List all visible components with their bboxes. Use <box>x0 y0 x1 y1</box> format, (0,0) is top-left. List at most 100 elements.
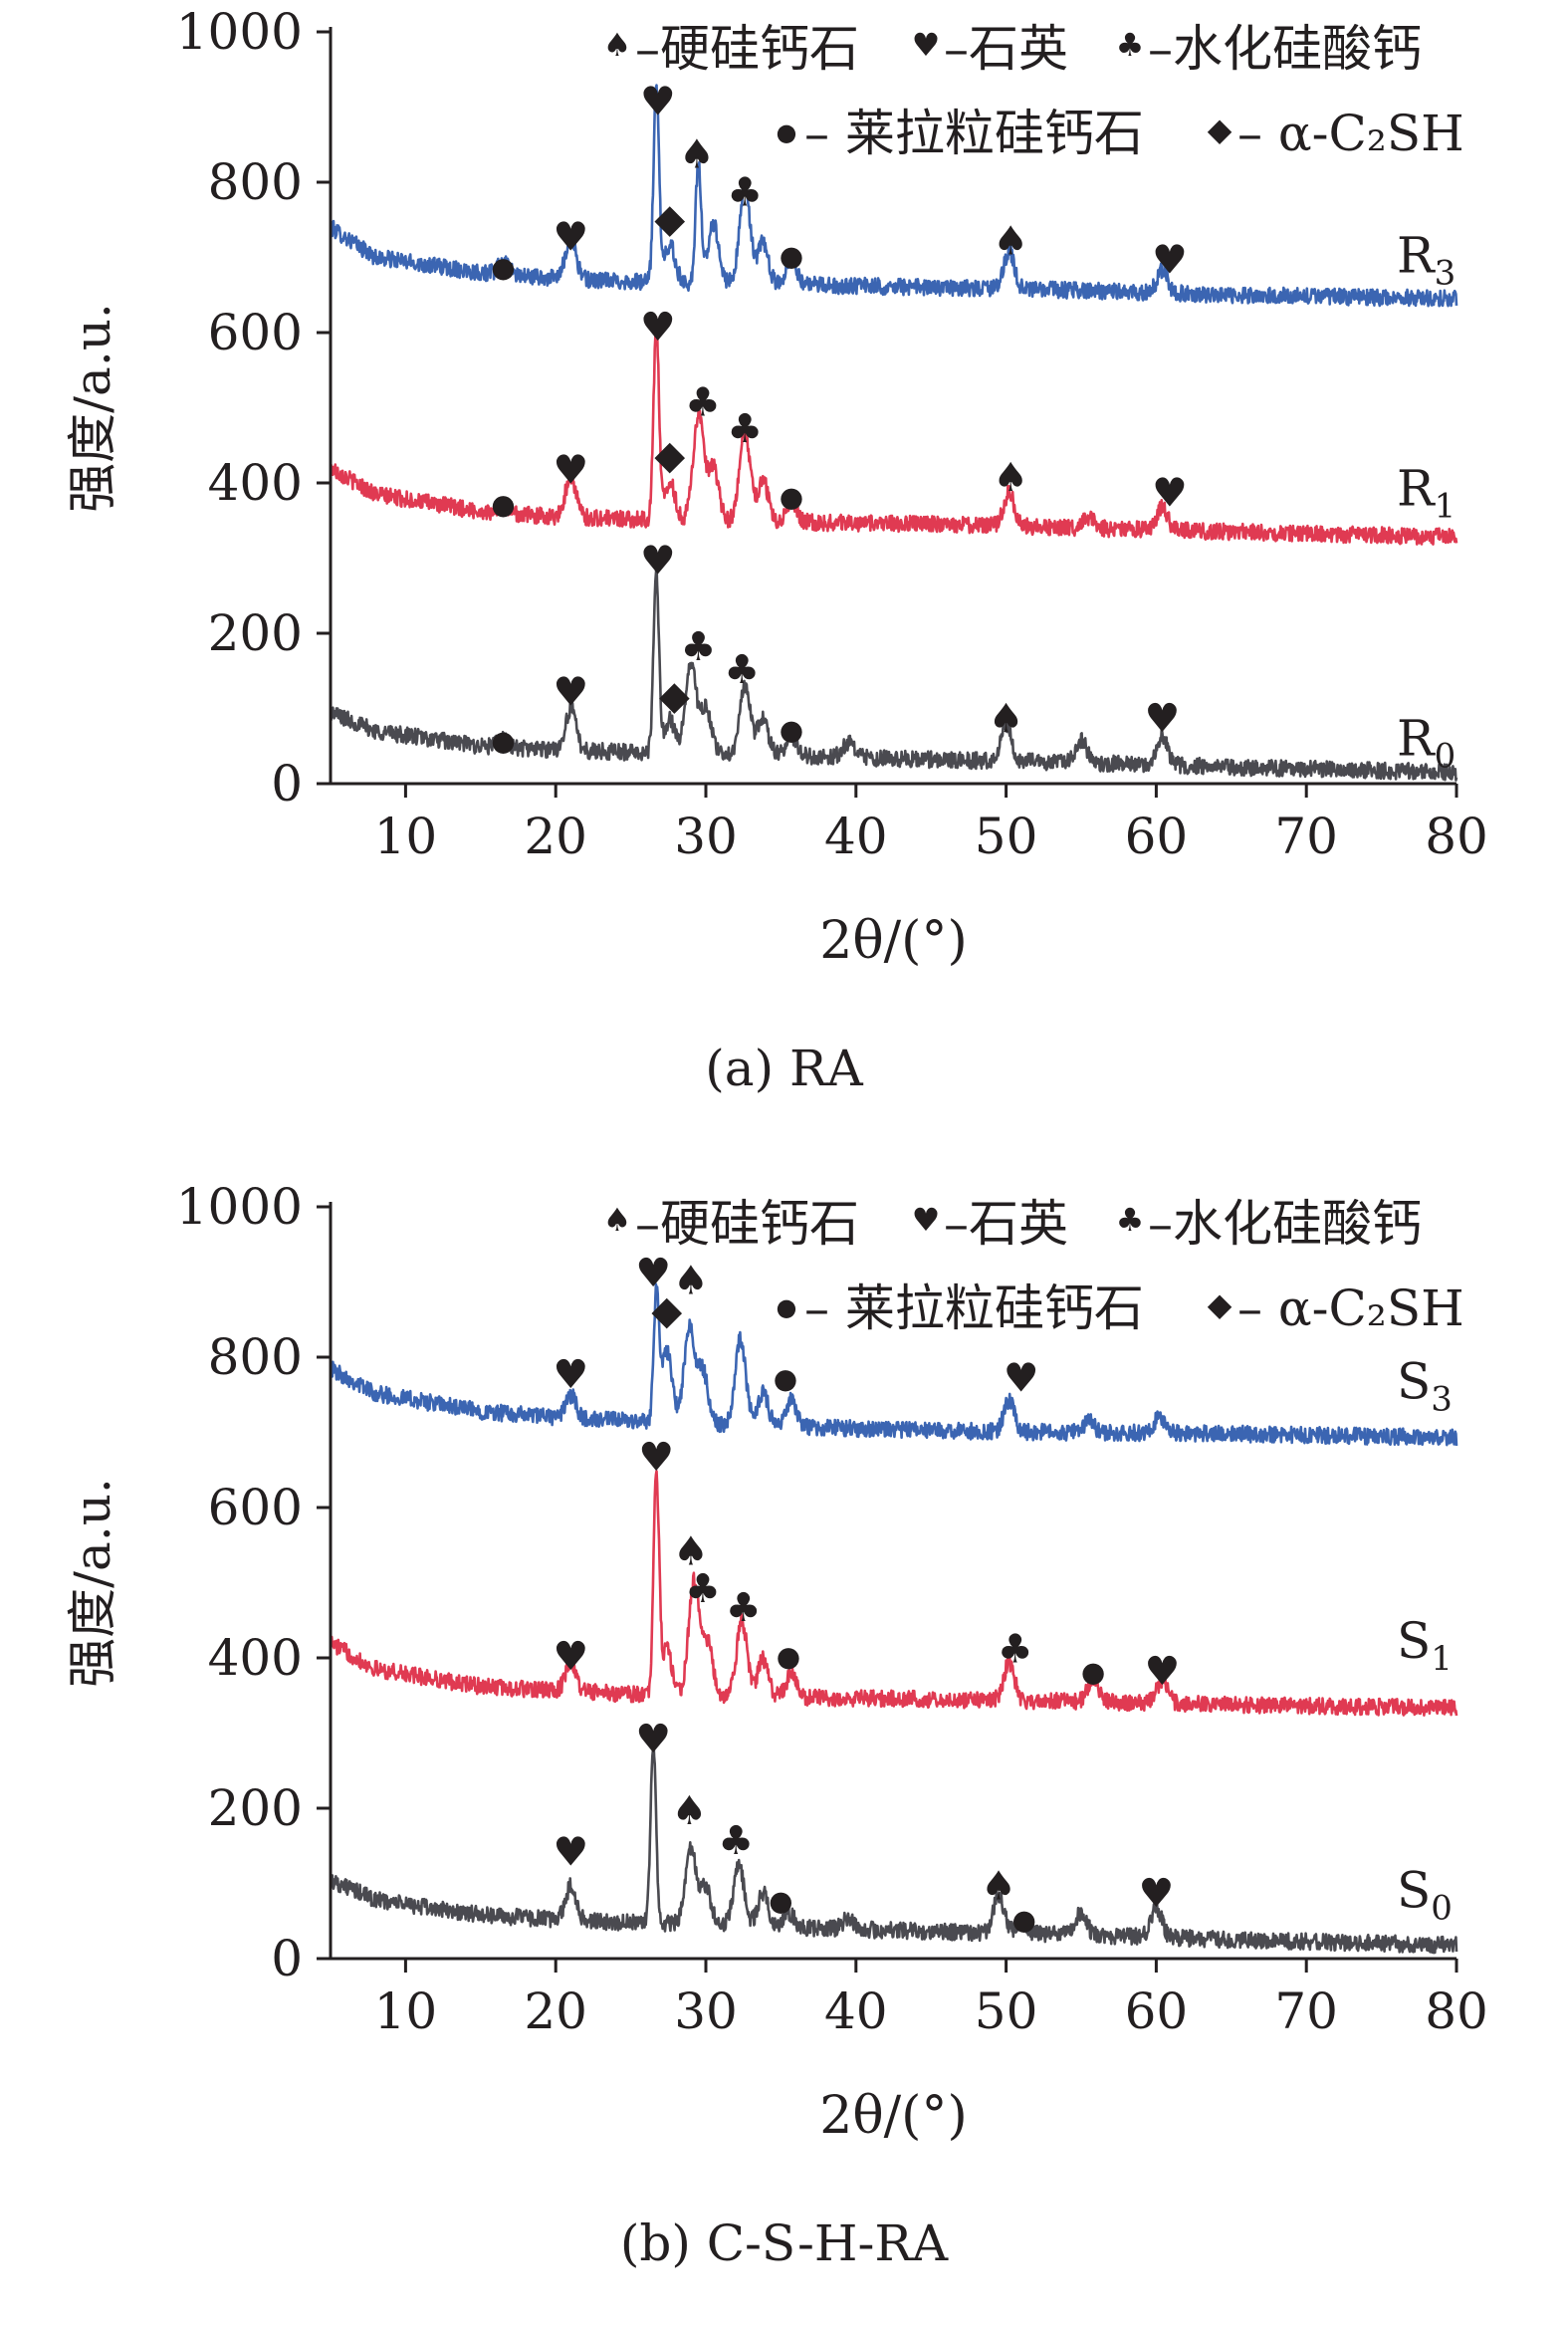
peak-marker-heart: ♥ <box>1152 470 1188 516</box>
legend-marker-club: ♣ <box>1116 26 1145 64</box>
peak-marker-heart: ♥ <box>553 1634 588 1680</box>
peak-marker-heart: ♥ <box>553 215 588 261</box>
peak-marker-club: ♣ <box>998 1626 1033 1672</box>
peak-marker-heart: ♥ <box>1145 696 1181 742</box>
peak-marker-heart: ♥ <box>553 448 588 494</box>
x-tick-label: 60 <box>1125 808 1189 865</box>
peak-marker-spade: ♠ <box>673 1259 709 1304</box>
x-tick-label: 70 <box>1274 808 1338 865</box>
legend-label: –硬硅钙石 <box>635 20 859 78</box>
legend-marker-diamond: ◆ <box>1208 1285 1232 1323</box>
series-label: R1 <box>1397 460 1456 527</box>
series-label: S3 <box>1397 1353 1453 1420</box>
legend-label: –水化硅酸钙 <box>1148 20 1422 78</box>
legend-label: –水化硅酸钙 <box>1148 1195 1422 1253</box>
peak-marker-heart: ♥ <box>553 1352 588 1398</box>
series-label-subscript: 1 <box>1435 487 1456 527</box>
peak-marker-heart: ♥ <box>1138 1871 1174 1917</box>
legend-marker-spade: ♠ <box>603 26 632 64</box>
legend-marker-diamond: ◆ <box>1208 111 1232 148</box>
peak-marker-diamond: ◆ <box>659 673 690 719</box>
series-label: R0 <box>1397 709 1456 776</box>
legend-label: –石英 <box>944 1195 1068 1253</box>
series-label: R3 <box>1397 227 1456 294</box>
series-label: S1 <box>1397 1612 1453 1679</box>
x-tick-label: 80 <box>1425 808 1488 865</box>
series-label-subscript: 3 <box>1435 254 1456 294</box>
y-tick-label: 1000 <box>176 1178 303 1236</box>
peak-marker-dot: ● <box>491 488 515 521</box>
xrd-panel-b: 0 200 400 600 800 1000 10 20 30 40 50 60 70 80 2θ/(°) 强… <box>0 1175 1568 2328</box>
xrd-panel-a: 0 200 400 600 800 1000 10 20 30 40 50 60 70 80 2θ/(°) 强… <box>0 0 1568 1153</box>
series-line-r0 <box>329 84 1458 308</box>
peak-marker-heart: ♥ <box>640 80 676 125</box>
peak-marker-heart: ♥ <box>635 1717 671 1762</box>
peak-marker-spade: ♠ <box>673 1528 709 1574</box>
peak-marker-heart: ♥ <box>640 538 676 583</box>
peak-marker-spade: ♠ <box>981 1863 1016 1909</box>
peak-marker-dot: ● <box>1081 1655 1105 1688</box>
peak-marker-club: ♣ <box>718 1818 754 1864</box>
legend-label: –硬硅钙石 <box>635 1195 859 1253</box>
peak-marker-dot: ● <box>1011 1903 1035 1936</box>
x-axis-title: 2θ/(°) <box>819 911 967 971</box>
peak-marker-dot: ● <box>491 725 515 758</box>
y-axis-title: 强度/a.u. <box>64 303 121 513</box>
series-label-subscript: 0 <box>1431 1889 1453 1929</box>
legend-marker-heart: ♥ <box>912 1201 941 1239</box>
legend-marker-dot: ● <box>777 118 797 146</box>
series-label-subscript: 3 <box>1431 1380 1453 1420</box>
legend-label: – α-C₂SH <box>1237 1280 1464 1337</box>
y-tick-label: 600 <box>208 304 303 361</box>
series-label: S0 <box>1397 1862 1453 1929</box>
peak-marker-club: ♣ <box>681 624 717 670</box>
x-tick-label: 30 <box>674 808 738 865</box>
x-tick-label: 40 <box>824 1982 888 2040</box>
peak-marker-heart: ♥ <box>553 1829 588 1875</box>
peak-marker-spade: ♠ <box>989 696 1024 742</box>
peak-marker-club: ♣ <box>685 380 721 426</box>
legend-marker-club: ♣ <box>1116 1201 1145 1239</box>
series-line-r2 <box>329 563 1458 782</box>
y-tick-label: 1000 <box>176 3 303 61</box>
peak-marker-heart: ♥ <box>1145 1649 1181 1695</box>
peak-marker-club: ♣ <box>727 169 763 215</box>
legend-marker-dot: ● <box>777 1293 797 1321</box>
peak-marker-dot: ● <box>774 1362 797 1395</box>
y-tick-label: 800 <box>208 153 303 211</box>
peak-marker-diamond: ◆ <box>654 433 685 479</box>
series-line-r1 <box>330 316 1458 546</box>
x-tick-label: 10 <box>374 1982 438 2040</box>
peak-marker-spade: ♠ <box>679 132 715 178</box>
y-axis-title: 强度/a.u. <box>64 1478 121 1688</box>
y-tick-label: 800 <box>208 1328 303 1386</box>
y-tick-label: 400 <box>208 454 303 512</box>
legend-marker-spade: ♠ <box>603 1201 632 1239</box>
peak-marker-club: ♣ <box>727 406 763 452</box>
x-tick-label: 30 <box>674 1982 738 2040</box>
x-tick-label: 50 <box>975 1982 1038 2040</box>
peak-marker-club: ♣ <box>724 647 760 693</box>
x-tick-label: 60 <box>1125 1982 1189 2040</box>
caption-b: (b) C-S-H-RA <box>619 2214 949 2272</box>
peak-marker-heart: ♥ <box>640 305 676 350</box>
peak-marker-dot: ● <box>491 251 515 284</box>
peak-marker-dot: ● <box>780 713 803 746</box>
peak-marker-dot: ● <box>780 480 803 513</box>
x-tick-label: 10 <box>374 808 438 865</box>
y-tick-label: 600 <box>208 1479 303 1536</box>
legend-marker-heart: ♥ <box>912 26 941 64</box>
x-tick-label: 80 <box>1425 1982 1488 2040</box>
legend-label: –石英 <box>944 20 1068 78</box>
y-tick-label: 200 <box>208 1779 303 1837</box>
peak-marker-diamond: ◆ <box>654 196 685 242</box>
x-tick-label: 70 <box>1274 1982 1338 2040</box>
x-tick-label: 40 <box>824 808 888 865</box>
peak-marker-dot: ● <box>769 1885 792 1918</box>
legend-label: – α-C₂SH <box>1237 105 1464 162</box>
peak-marker-club: ♣ <box>726 1585 762 1631</box>
peak-marker-dot: ● <box>780 240 803 273</box>
peak-marker-heart: ♥ <box>638 1435 674 1481</box>
